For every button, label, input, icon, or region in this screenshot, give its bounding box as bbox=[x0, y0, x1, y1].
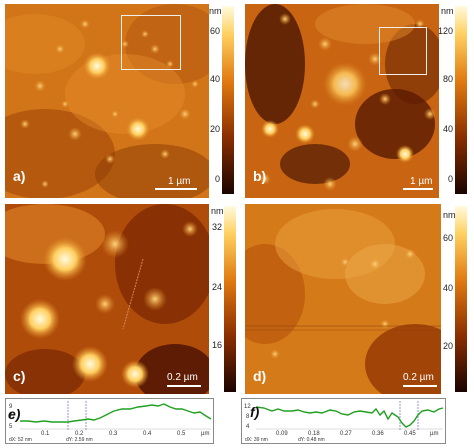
x-tick: 0.36 bbox=[372, 431, 384, 437]
colorbar-tick: 80 bbox=[442, 74, 453, 84]
selection-box[interactable] bbox=[379, 27, 427, 75]
colorbar-unit: nm bbox=[209, 6, 222, 16]
profile-line bbox=[255, 406, 444, 428]
x-tick: 0.1 bbox=[41, 431, 50, 437]
colorbar-unit: nm bbox=[441, 6, 454, 16]
afm-image-a: a) 1 µm bbox=[5, 4, 209, 198]
scale-bar-label: 0.2 µm bbox=[403, 372, 434, 383]
colorbar-tick: 60 bbox=[442, 233, 453, 243]
scale-bar-label: 1 µm bbox=[168, 176, 191, 187]
y-tick: 9 bbox=[9, 404, 13, 410]
panel-label: d) bbox=[253, 368, 267, 384]
x-tick: 0.45 bbox=[404, 431, 416, 437]
afm-image-c: c) 0.2 µm bbox=[5, 204, 209, 394]
colorbar-unit: nm bbox=[211, 206, 224, 216]
scale-bar bbox=[167, 385, 201, 387]
colorbar-tick: 0 bbox=[214, 174, 220, 184]
colorbar-tick: 24 bbox=[211, 282, 222, 292]
afm-image-b: b) 1 µm bbox=[245, 4, 439, 198]
profile-label: e) bbox=[8, 406, 21, 422]
scale-bar bbox=[403, 385, 437, 387]
y-tick: 12 bbox=[244, 404, 251, 410]
scale-bar-label: 0.2 µm bbox=[167, 372, 198, 383]
colorbar-tick: 16 bbox=[211, 340, 222, 350]
colorbar bbox=[455, 6, 467, 194]
colorbar bbox=[455, 206, 467, 392]
scale-bar bbox=[155, 188, 197, 190]
profile-dx: dX: 39 nm bbox=[245, 437, 268, 443]
y-tick: 5 bbox=[9, 424, 13, 430]
colorbar-tick: 0 bbox=[447, 174, 453, 184]
height-profile-f: 12 8 4 0.09 0.18 0.27 0.36 0.45 µm dX: 3… bbox=[241, 398, 446, 444]
colorbar bbox=[224, 206, 236, 392]
scale-bar-label: 1 µm bbox=[410, 176, 433, 187]
scale-bar bbox=[403, 188, 433, 190]
colorbar-tick: 60 bbox=[209, 26, 220, 36]
colorbar-tick: 40 bbox=[209, 74, 220, 84]
afm-image-d: d) 0.2 µm bbox=[245, 204, 441, 394]
panel-label: b) bbox=[253, 168, 267, 184]
panel-label: a) bbox=[13, 168, 26, 184]
height-profile-e: 9 7 5 0.1 0.2 0.3 0.4 0.5 µm dX: 52 nm d… bbox=[5, 398, 214, 444]
profile-label: f) bbox=[250, 404, 260, 420]
x-tick: 0.4 bbox=[143, 431, 152, 437]
profile-dy: dY: 0.48 nm bbox=[298, 437, 325, 443]
profile-dx: dX: 52 nm bbox=[9, 437, 32, 443]
x-tick: 0.18 bbox=[308, 431, 320, 437]
colorbar bbox=[222, 6, 234, 194]
panel-label: c) bbox=[13, 368, 26, 384]
colorbar-tick: 20 bbox=[442, 341, 453, 351]
colorbar-unit: nm bbox=[443, 210, 456, 220]
colorbar-tick: 20 bbox=[209, 124, 220, 134]
x-tick: 0.2 bbox=[75, 431, 84, 437]
x-tick: 0.3 bbox=[109, 431, 118, 437]
selection-box[interactable] bbox=[121, 15, 181, 70]
profile-line bbox=[20, 403, 212, 423]
y-tick: 7 bbox=[9, 414, 13, 420]
colorbar-tick: 40 bbox=[442, 283, 453, 293]
colorbar-tick: 120 bbox=[437, 26, 453, 36]
y-tick: 8 bbox=[246, 414, 250, 420]
x-tick: 0.27 bbox=[340, 431, 352, 437]
y-tick: 4 bbox=[246, 424, 250, 430]
x-unit: µm bbox=[201, 431, 210, 437]
colorbar-tick: 40 bbox=[442, 124, 453, 134]
x-unit: µm bbox=[430, 431, 439, 437]
x-tick: 0.5 bbox=[177, 431, 186, 437]
x-tick: 0.09 bbox=[276, 431, 288, 437]
profile-dy: dY: 2.59 nm bbox=[66, 437, 93, 443]
colorbar-tick: 32 bbox=[211, 222, 222, 232]
